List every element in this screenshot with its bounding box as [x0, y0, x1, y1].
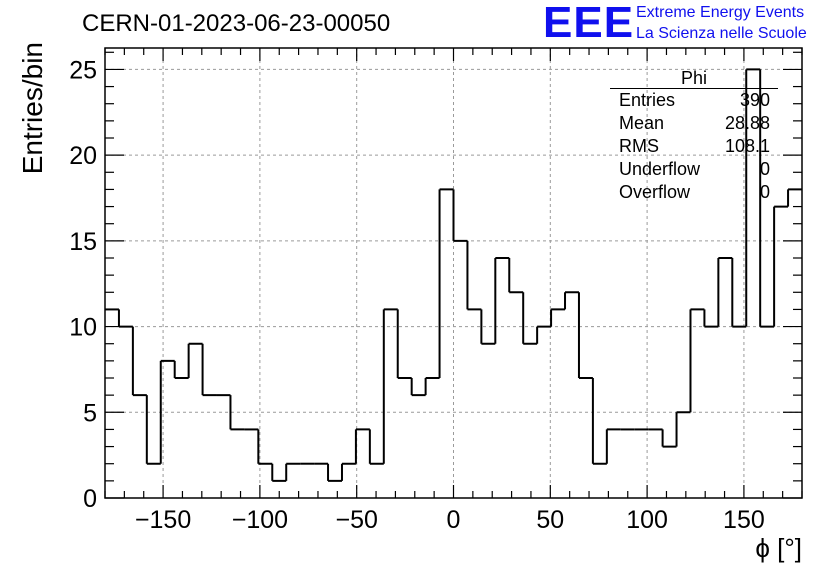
- histogram-bin: [410, 378, 426, 397]
- histogram-bin: [396, 309, 412, 379]
- histogram-bin: [591, 378, 607, 465]
- x-axis-label: ϕ [°]: [755, 533, 802, 563]
- histogram-bin: [550, 308, 566, 327]
- stats-label: RMS: [619, 136, 659, 156]
- stats-value: 390: [739, 90, 770, 110]
- eee-logo: EEE: [543, 0, 635, 47]
- histogram-bin: [480, 309, 496, 345]
- histogram-bin: [382, 308, 398, 464]
- stats-row-underflow: Underflow 0: [610, 158, 778, 181]
- axis-ticks: [104, 48, 803, 499]
- histogram-bin: [675, 411, 691, 447]
- histogram-bin: [605, 428, 621, 464]
- histogram-bin: [117, 309, 133, 328]
- y-axis-label: Entries/bin: [17, 42, 48, 174]
- y-tick-label: 25: [69, 56, 97, 84]
- histogram-bin: [340, 462, 356, 481]
- stats-value: 0: [759, 159, 770, 179]
- histogram-bin: [564, 291, 579, 310]
- histogram-bin: [159, 359, 175, 464]
- plot-frame: [104, 47, 803, 499]
- y-tick-label: 0: [83, 485, 97, 513]
- logo-line-1: Extreme Energy Events: [636, 4, 805, 21]
- histogram-bin: [173, 360, 189, 379]
- x-tick-label: 150: [723, 506, 765, 534]
- histogram-bin: [577, 292, 593, 379]
- histogram-bin: [717, 257, 733, 327]
- stats-value: 0: [759, 182, 770, 202]
- y-tick-label: 5: [83, 399, 97, 427]
- stats-label: Entries: [619, 90, 676, 110]
- x-tick-label: −100: [232, 506, 288, 534]
- histogram-bin: [424, 377, 440, 396]
- stats-box: Phi Entries 390 Mean 28.88 RMS 108.1 Und…: [610, 68, 778, 204]
- histogram-bin: [368, 429, 384, 465]
- histogram-bin: [494, 257, 510, 344]
- histogram-bin: [689, 308, 705, 413]
- stats-row-rms: RMS 108.1: [610, 135, 778, 158]
- histogram-bin: [452, 189, 468, 242]
- stats-label: Underflow: [619, 159, 701, 179]
- run-title: CERN-01-2023-06-23-00050: [82, 10, 391, 37]
- stats-value: 28.88: [724, 113, 770, 133]
- histogram-bin: [145, 395, 161, 465]
- histogram-bin: [327, 463, 342, 482]
- y-tick-label: 15: [69, 228, 97, 256]
- histogram-bin: [731, 258, 747, 328]
- histogram-bin: [201, 343, 217, 397]
- x-tick-label: −150: [135, 506, 191, 534]
- x-tick-label: 0: [447, 506, 461, 534]
- histogram-bin: [131, 326, 147, 397]
- histogram-bin: [522, 292, 538, 345]
- histogram-bin: [187, 342, 203, 378]
- histogram-bin: [466, 240, 482, 311]
- logo-line-2: La Scienza nelle Scuole: [636, 25, 807, 42]
- histogram-bin: [354, 428, 370, 464]
- histogram-bin: [536, 325, 552, 344]
- histogram-bin: [773, 205, 789, 327]
- tick-labels: −150 −100 −50 0 50 100 150 0 5 10 15 20 25: [69, 56, 765, 534]
- histogram-series: [105, 68, 802, 482]
- histogram-bin: [661, 429, 677, 448]
- histogram-bin: [508, 258, 524, 294]
- histogram-bin: [759, 69, 775, 328]
- histogram-bin: [438, 188, 454, 378]
- stats-label: Overflow: [619, 182, 691, 202]
- y-tick-label: 20: [69, 142, 97, 170]
- stats-row-entries: Entries 390: [610, 89, 778, 112]
- x-tick-label: 100: [626, 506, 668, 534]
- x-tick-label: 50: [536, 506, 564, 534]
- histogram-bin: [745, 68, 761, 327]
- stats-row-mean: Mean 28.88: [610, 112, 778, 135]
- histogram-bin: [285, 462, 301, 481]
- stats-value: 108.1: [724, 136, 770, 156]
- histogram-bin: [229, 395, 245, 431]
- histogram-bin: [271, 463, 287, 482]
- histogram-bin: [787, 188, 802, 207]
- stats-label: Mean: [619, 113, 665, 133]
- histogram-bin: [257, 429, 273, 465]
- stats-title: Phi: [610, 68, 778, 89]
- stats-row-overflow: Overflow 0: [610, 181, 778, 204]
- x-tick-label: −50: [335, 506, 377, 534]
- histogram-bin: [703, 309, 719, 328]
- y-tick-label: 10: [69, 314, 97, 342]
